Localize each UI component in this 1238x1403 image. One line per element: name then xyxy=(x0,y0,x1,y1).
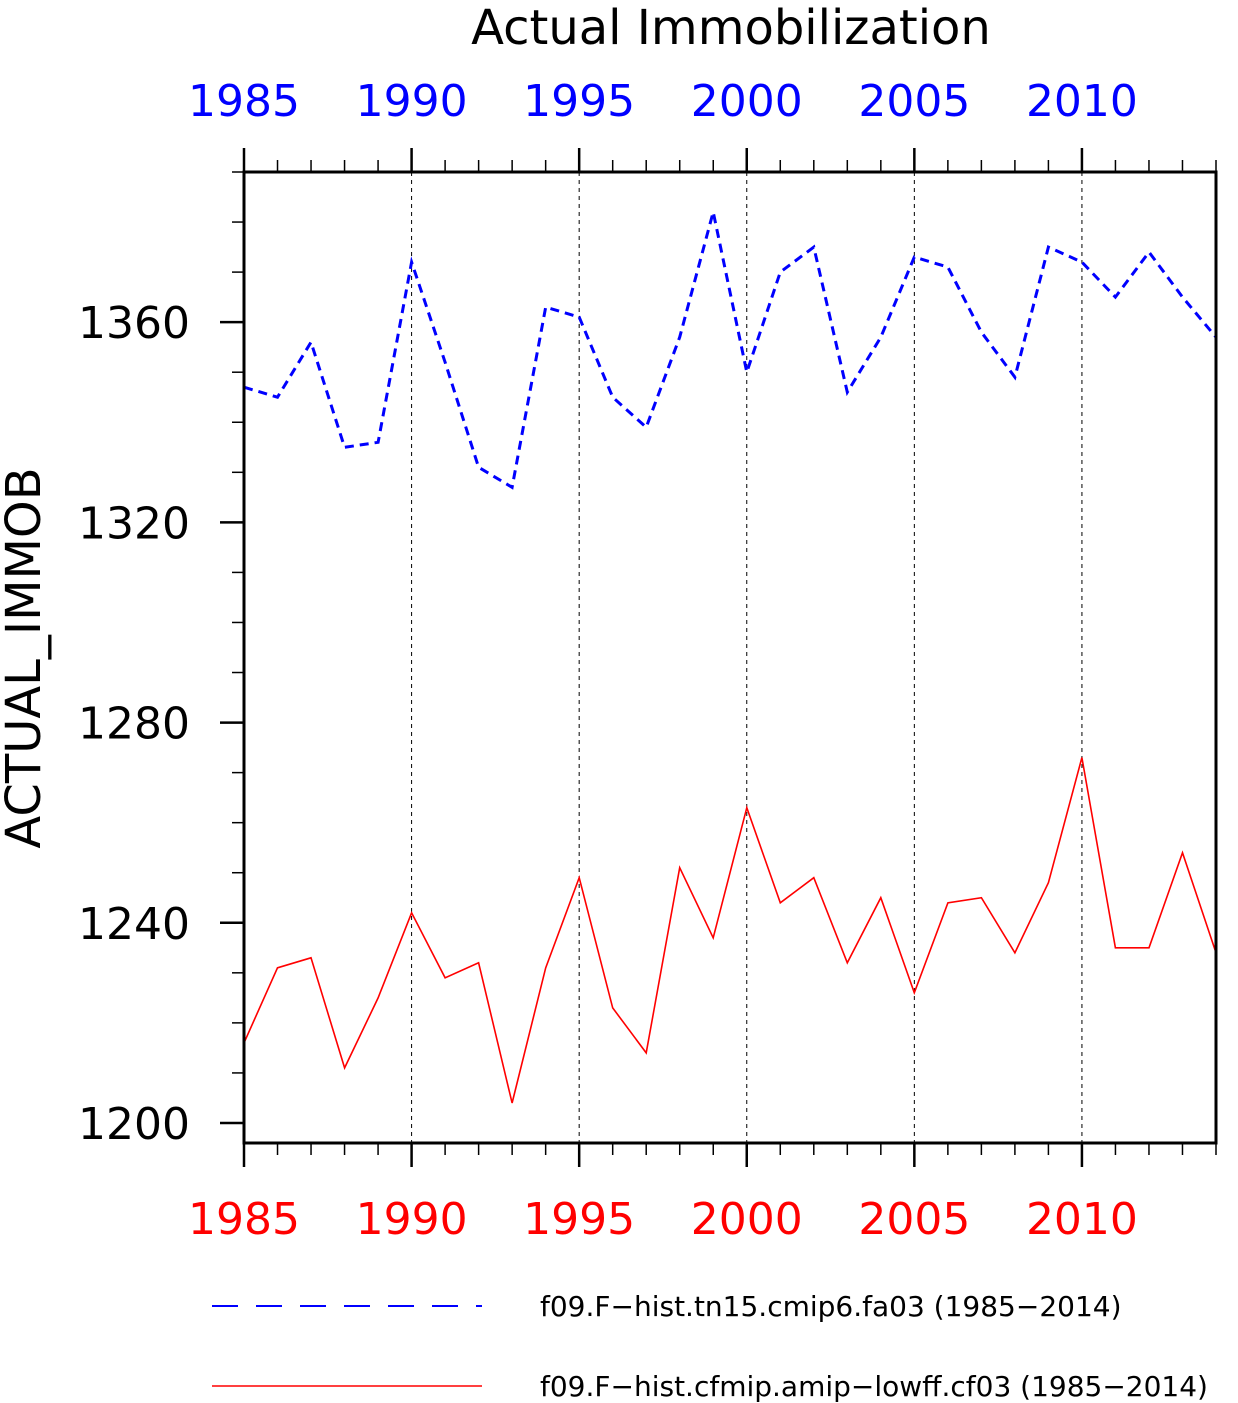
x-tick-label-bottom: 1985 xyxy=(188,1194,300,1245)
x-tick-label-top: 1990 xyxy=(356,76,468,127)
legend: f09.F−hist.tn15.cmip6.fa03 (1985−2014) f0… xyxy=(212,1290,1208,1403)
x-tick-label-top: 1995 xyxy=(523,76,635,127)
x-tick-label-top: 2000 xyxy=(691,76,803,127)
x-tick-label-top: 2010 xyxy=(1026,76,1138,127)
x-tick-label-bottom: 1990 xyxy=(356,1194,468,1245)
x-tick-label-top: 2005 xyxy=(858,76,970,127)
x-tick-label-bottom: 2005 xyxy=(858,1194,970,1245)
x-tick-label-bottom: 2010 xyxy=(1026,1194,1138,1245)
plot-frame xyxy=(242,170,1218,1145)
y-tick-label: 1320 xyxy=(78,498,190,549)
y-tick-label: 1200 xyxy=(78,1099,190,1150)
y-tick-label: 1240 xyxy=(78,899,190,950)
x-tick-label-bottom: 2000 xyxy=(691,1194,803,1245)
series-line-1 xyxy=(243,211,1218,490)
x-tick-label-top: 1985 xyxy=(188,76,300,127)
y-axis-label: ACTUAL_IMMOB xyxy=(0,467,52,848)
legend-label-2: f09.F−hist.cfmip.amip−lowff.cf03 (1985−2… xyxy=(540,1370,1208,1403)
series-lines xyxy=(243,211,1218,1104)
y-tick-label: 1360 xyxy=(78,298,190,349)
x-tick-label-bottom: 1995 xyxy=(523,1194,635,1245)
grid-lines xyxy=(411,172,1083,1143)
chart-title: Actual Immobilization xyxy=(471,0,991,56)
y-tick-label: 1280 xyxy=(78,699,190,750)
axes: 1985 1985 1990 1990 1995 1995 2000 2000 2005 2005… xyxy=(78,76,1218,1245)
legend-label-1: f09.F−hist.tn15.cmip6.fa03 (1985−2014) xyxy=(540,1290,1122,1323)
series-line-2 xyxy=(243,757,1217,1104)
